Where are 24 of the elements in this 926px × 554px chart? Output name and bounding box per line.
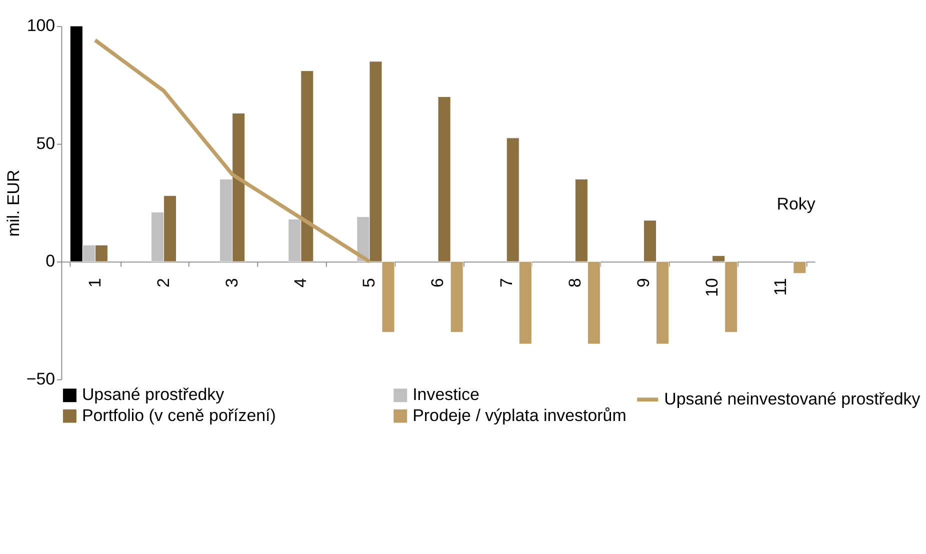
- y-axis-title: mil. EUR: [4, 170, 23, 237]
- x-axis-title: Roky: [776, 194, 816, 214]
- x-tick-label: 11: [771, 278, 790, 296]
- legend-label: Investice: [412, 385, 480, 404]
- y-tick-label: 0: [46, 252, 56, 271]
- legend-label: Portfolio (v ceně pořízení): [82, 406, 276, 425]
- x-tick-label: 3: [222, 278, 242, 288]
- x-tick-label: 5: [360, 278, 379, 288]
- x-tick-label: 8: [565, 278, 584, 288]
- y-tick-label: −50: [26, 369, 56, 388]
- y-tick-label: 100: [26, 16, 56, 36]
- x-tick-label: 2: [154, 278, 173, 288]
- legend-label: Upsané prostředky: [82, 385, 225, 404]
- y-tick-label: 50: [36, 134, 56, 153]
- bar: [793, 261, 806, 274]
- line-series: [93, 38, 372, 264]
- x-tick-label: 7: [496, 278, 516, 288]
- x-tick-label: 9: [634, 278, 653, 288]
- x-tick-label: 6: [428, 278, 448, 288]
- x-tick-label: 10: [702, 278, 722, 297]
- legend-label: Upsané neinvestované prostředky: [664, 389, 921, 408]
- x-tick-label: 1: [85, 278, 104, 288]
- legend-label: Prodeje / výplata investorům: [412, 406, 626, 425]
- x-tick-label: 4: [291, 278, 310, 288]
